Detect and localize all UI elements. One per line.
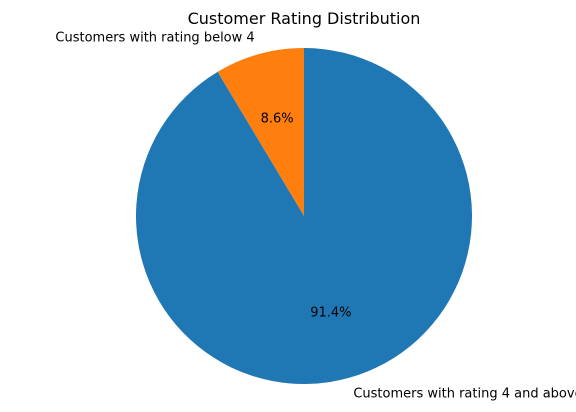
- slice-percent-label-0: 8.6%: [261, 111, 294, 126]
- pie-slice-0: [217, 48, 304, 216]
- chart-title: Customer Rating Distribution: [188, 9, 421, 28]
- slice-label-0: Customers with rating below 4: [55, 30, 254, 45]
- pie-slices: [136, 48, 473, 385]
- slice-percent-label-1: 91.4%: [310, 306, 351, 321]
- pie-slice-1: [136, 48, 473, 385]
- slice-label-1: Customers with rating 4 and above: [353, 387, 576, 402]
- pie-labels: Customers with rating below 4 8.6% Custome…: [55, 30, 576, 401]
